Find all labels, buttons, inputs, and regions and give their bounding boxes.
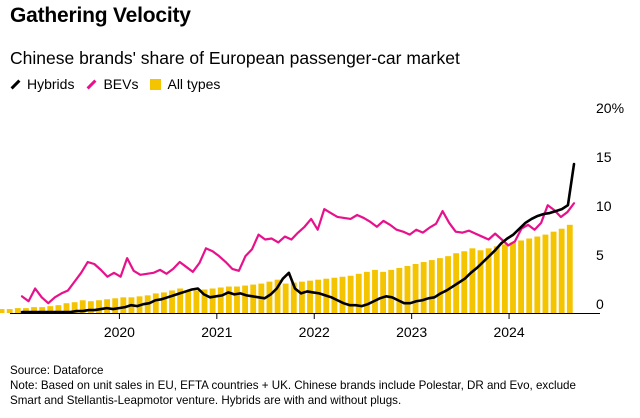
bar-all-types <box>242 285 249 313</box>
bar-all-types <box>412 264 419 313</box>
legend-label-bevs: BEVs <box>103 76 139 92</box>
bar-all-types <box>266 281 273 313</box>
series-line-hybrids <box>20 162 576 314</box>
bar-all-types <box>404 265 411 313</box>
bar-all-types <box>510 242 516 313</box>
chart-subtitle: Chinese brands' share of European passen… <box>10 48 460 68</box>
bar-all-types <box>485 248 492 313</box>
bar-all-types <box>372 269 378 313</box>
bar-all-types <box>120 297 127 313</box>
bar-all-types <box>331 277 338 313</box>
bar-all-types <box>290 282 297 313</box>
bar-all-types <box>477 250 484 313</box>
x-tick-label: 2021 <box>201 324 232 340</box>
bar-all-types <box>225 286 232 313</box>
bar-all-types <box>55 305 62 313</box>
bar-all-types <box>201 289 208 313</box>
legend-label-hybrids: Hybrids <box>27 76 75 92</box>
bar-all-types <box>234 286 240 313</box>
y-tick-label: 15 <box>596 149 612 165</box>
bar-all-types <box>39 307 46 313</box>
y-tick-label: 0 <box>596 296 604 312</box>
bar-all-types <box>363 271 370 313</box>
legend-item-hybrids: Hybrids <box>10 76 74 92</box>
bar-all-types <box>112 298 119 313</box>
footnote-line-1: Note: Based on unit sales in EU, EFTA co… <box>10 379 576 392</box>
footer: Source: Dataforce Note: Based on unit sa… <box>10 363 576 408</box>
x-tick-label: 2024 <box>493 324 524 340</box>
bar-all-types <box>355 273 362 313</box>
bar-all-types <box>161 292 167 313</box>
chart-title: Gathering Velocity <box>10 4 191 27</box>
bar-all-types <box>87 301 94 313</box>
bar-all-types <box>31 307 37 313</box>
bar-all-types <box>0 309 5 313</box>
bar-all-types <box>177 288 184 313</box>
bar-all-types <box>96 300 102 313</box>
x-tick-label: 2020 <box>104 324 135 340</box>
x-tick-label: 2023 <box>396 324 427 340</box>
bar-all-types <box>380 271 387 313</box>
bar-all-types <box>185 291 192 313</box>
bar-all-types <box>63 303 70 313</box>
bar-all-types <box>501 244 508 313</box>
bar-all-types <box>14 308 21 313</box>
y-tick-label: 20% <box>596 100 624 116</box>
bar-all-types <box>315 279 322 313</box>
y-tick-label: 5 <box>596 247 604 263</box>
bar-all-types <box>274 279 281 313</box>
bar-all-types <box>493 246 500 313</box>
bar-all-types <box>526 238 533 313</box>
bar-all-types <box>6 309 13 313</box>
bar-all-types <box>152 293 159 313</box>
legend-item-all-types: All types <box>150 76 220 92</box>
bar-all-types <box>542 234 549 313</box>
bar-all-types <box>250 284 257 313</box>
chart-plot: 0 5 10 15 20% 2020 2021 2022 2023 2024 <box>0 100 624 340</box>
bar-all-types <box>193 290 200 313</box>
bar-all-types <box>566 224 573 313</box>
legend-swatch-all-types <box>150 78 162 90</box>
bar-all-types <box>428 260 435 313</box>
bar-all-types <box>420 262 427 313</box>
bar-all-types <box>79 300 86 313</box>
bar-all-types <box>445 256 451 313</box>
bar-all-types <box>23 308 29 313</box>
bar-all-types <box>47 306 54 313</box>
bar-all-types <box>282 283 289 313</box>
bar-all-types <box>71 302 78 313</box>
bar-all-types <box>396 267 403 313</box>
bar-all-types <box>469 248 476 313</box>
footnote-line-2: Smart and Stellantis-Leapmotor venture. … <box>10 394 402 407</box>
bar-all-types <box>339 276 346 313</box>
bar-all-types <box>217 287 224 313</box>
legend: Hybrids BEVs All types <box>10 76 232 92</box>
bar-all-types <box>169 290 175 313</box>
bar-all-types <box>437 258 443 313</box>
bar-all-types <box>299 281 305 313</box>
bar-all-types <box>461 251 468 313</box>
bar-all-types <box>534 236 541 313</box>
bar-all-types <box>307 280 313 313</box>
bar-all-types <box>347 275 354 313</box>
bar-all-types <box>104 299 111 313</box>
series-line-bevs <box>20 202 576 305</box>
bar-all-types <box>388 269 395 313</box>
legend-label-all-types: All types <box>167 76 221 92</box>
x-tick-label: 2022 <box>299 324 330 340</box>
source-note: Source: Dataforce <box>10 364 104 377</box>
bar-all-types <box>558 228 565 313</box>
bar-all-types <box>518 240 525 313</box>
legend-item-bevs: BEVs <box>86 76 138 92</box>
bar-all-types <box>550 231 557 313</box>
y-tick-label: 10 <box>596 198 612 214</box>
bar-all-types <box>209 288 216 313</box>
